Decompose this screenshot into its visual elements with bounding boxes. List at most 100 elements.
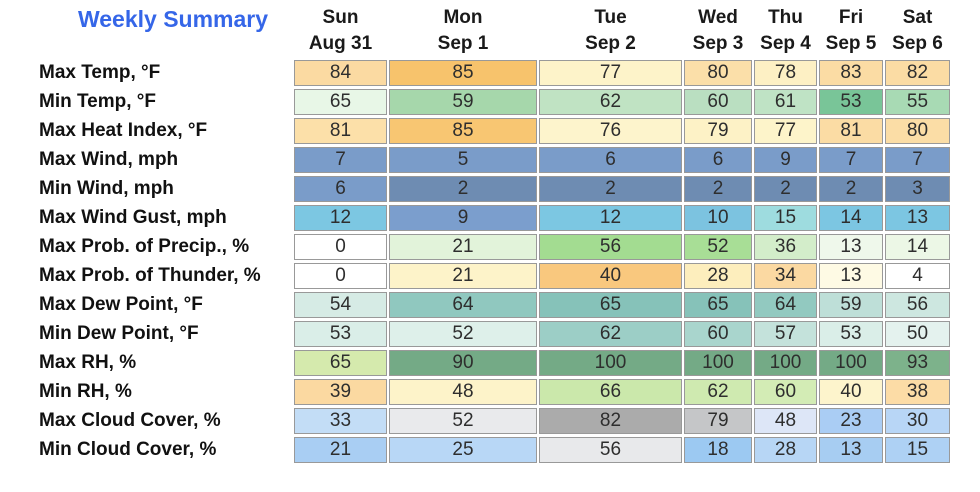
row-label: Max Wind Gust, mph [39,207,227,228]
day-date: Aug 31 [308,33,373,54]
column-header-sun: Sun Aug 31 [294,3,387,57]
table-row: Min Dew Point, °F 53 52 62 60 57 53 50 [2,321,950,347]
value-cell: 25 [389,437,537,463]
value-cell: 6 [684,147,752,173]
day-name: Sat [902,7,933,28]
day-name: Sun [322,7,359,28]
value-cell: 0 [294,234,387,260]
row-label: Max Cloud Cover, % [39,410,221,431]
table-row: Max Heat Index, °F 81 85 76 79 77 81 80 [2,118,950,144]
value-cell: 53 [819,321,883,347]
day-date: Sep 1 [437,33,489,54]
value-cell: 77 [539,60,682,86]
value-cell: 28 [754,437,817,463]
table-row: Max Wind, mph 7 5 6 6 9 7 7 [2,147,950,173]
value-cell: 85 [389,118,537,144]
value-cell: 2 [754,176,817,202]
value-cell: 64 [389,292,537,318]
value-cell: 14 [819,205,883,231]
value-cell: 100 [819,350,883,376]
column-header-fri: Fri Sep 5 [819,3,883,57]
day-date: Sep 5 [825,33,877,54]
value-cell: 53 [294,321,387,347]
day-name: Tue [594,7,627,28]
value-cell: 40 [539,263,682,289]
page-title: Weekly Summary [77,6,269,32]
table-row: Max Prob. of Thunder, % 0 21 40 28 34 13 4 [2,263,950,289]
value-cell: 13 [885,205,950,231]
value-cell: 15 [885,437,950,463]
value-cell: 56 [885,292,950,318]
table-row: Min Temp, °F 65 59 62 60 61 53 55 [2,89,950,115]
value-cell: 5 [389,147,537,173]
row-label: Min Cloud Cover, % [39,439,217,460]
day-date: Sep 3 [692,33,744,54]
table-row: Max Temp, °F 84 85 77 80 78 83 82 [2,60,950,86]
value-cell: 10 [684,205,752,231]
row-label: Min Wind, mph [39,178,174,199]
table-row: Max Cloud Cover, % 33 52 82 79 48 23 30 [2,408,950,434]
value-cell: 65 [684,292,752,318]
row-label: Max Dew Point, °F [39,294,203,315]
value-cell: 21 [294,437,387,463]
day-name: Thu [768,7,803,28]
value-cell: 80 [885,118,950,144]
column-header-mon: Mon Sep 1 [389,3,537,57]
value-cell: 90 [389,350,537,376]
value-cell: 33 [294,408,387,434]
value-cell: 7 [294,147,387,173]
row-label: Min Dew Point, °F [39,323,199,344]
value-cell: 13 [819,234,883,260]
day-date: Sep 4 [760,33,811,54]
value-cell: 53 [819,89,883,115]
value-cell: 83 [819,60,883,86]
value-cell: 100 [754,350,817,376]
value-cell: 0 [294,263,387,289]
day-date: Sep 2 [585,33,636,54]
value-cell: 15 [754,205,817,231]
value-cell: 59 [819,292,883,318]
value-cell: 64 [754,292,817,318]
value-cell: 48 [754,408,817,434]
value-cell: 65 [294,89,387,115]
value-cell: 62 [684,379,752,405]
value-cell: 56 [539,437,682,463]
row-label: Max Temp, °F [39,62,161,83]
value-cell: 30 [885,408,950,434]
row-label: Min RH, % [39,381,132,402]
value-cell: 3 [885,176,950,202]
table-row: Max Dew Point, °F 54 64 65 65 64 59 56 [2,292,950,318]
column-header-tue: Tue Sep 2 [539,3,682,57]
value-cell: 18 [684,437,752,463]
day-date: Sep 6 [892,33,943,54]
value-cell: 55 [885,89,950,115]
value-cell: 7 [885,147,950,173]
value-cell: 59 [389,89,537,115]
value-cell: 13 [819,437,883,463]
value-cell: 52 [684,234,752,260]
value-cell: 82 [539,408,682,434]
value-cell: 62 [539,89,682,115]
value-cell: 65 [539,292,682,318]
value-cell: 77 [754,118,817,144]
value-cell: 12 [294,205,387,231]
value-cell: 100 [539,350,682,376]
value-cell: 60 [684,89,752,115]
value-cell: 12 [539,205,682,231]
day-name: Fri [838,7,864,28]
value-cell: 80 [684,60,752,86]
column-header-thu: Thu Sep 4 [754,3,817,57]
value-cell: 2 [539,176,682,202]
value-cell: 4 [885,263,950,289]
table-row: Min Cloud Cover, % 21 25 56 18 28 13 15 [2,437,950,463]
table-row: Max RH, % 65 90 100 100 100 100 93 [2,350,950,376]
value-cell: 52 [389,321,537,347]
value-cell: 61 [754,89,817,115]
value-cell: 6 [539,147,682,173]
value-cell: 60 [754,379,817,405]
table-row: Max Prob. of Precip., % 0 21 56 52 36 13 14 [2,234,950,260]
value-cell: 66 [539,379,682,405]
value-cell: 65 [294,350,387,376]
value-cell: 78 [754,60,817,86]
value-cell: 79 [684,408,752,434]
